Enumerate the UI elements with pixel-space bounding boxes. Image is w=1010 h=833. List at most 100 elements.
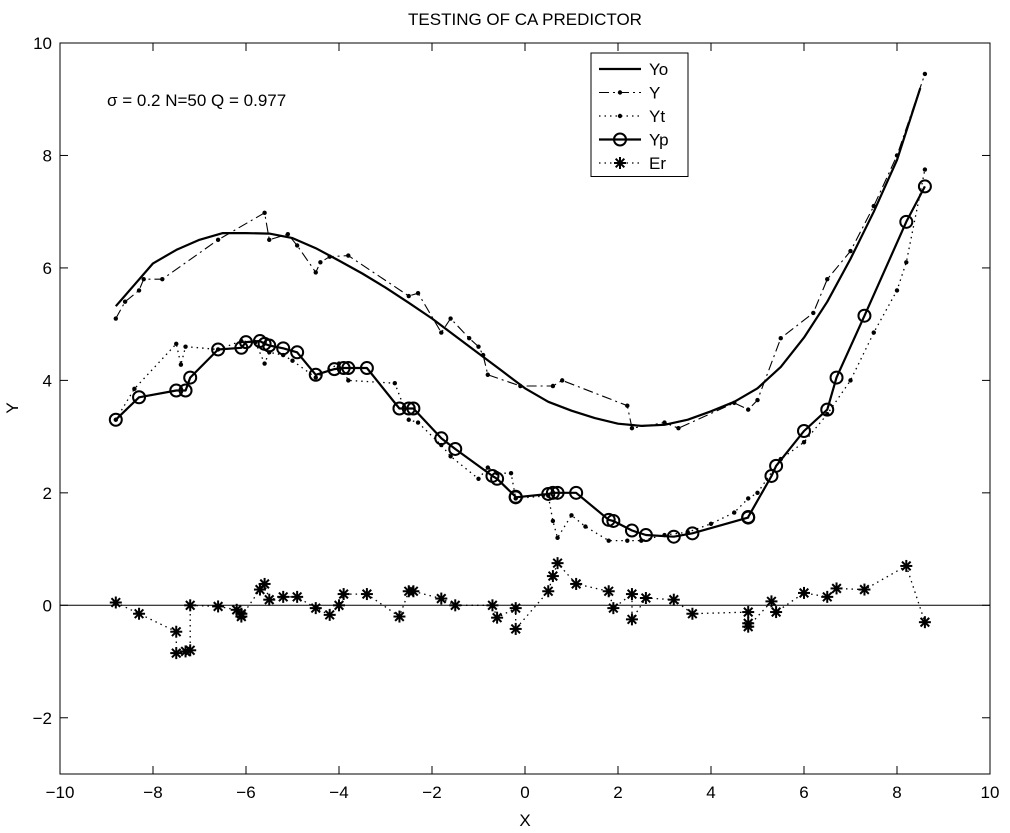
point-y <box>755 397 760 403</box>
point-yp <box>239 335 253 350</box>
point-yt <box>583 524 588 529</box>
point-er <box>900 559 913 572</box>
point-yp <box>917 179 932 194</box>
point-y <box>122 299 128 304</box>
point-er <box>212 600 225 613</box>
point-y <box>415 291 421 296</box>
point-er <box>858 583 871 596</box>
point-y <box>746 407 751 412</box>
point-y <box>406 293 411 299</box>
point-yp <box>797 423 811 438</box>
y-tick-label: 0 <box>43 596 52 615</box>
point-yt <box>625 538 630 543</box>
point-yp <box>359 361 374 376</box>
point-yp <box>666 529 681 544</box>
point-er <box>258 577 271 590</box>
point-yt <box>550 518 556 524</box>
point-y <box>518 383 523 389</box>
y-tick-label: 10 <box>33 34 52 53</box>
point-y <box>448 316 453 321</box>
point-yt <box>406 417 411 422</box>
point-yt <box>290 358 295 363</box>
x-axis-label: X <box>519 811 530 830</box>
point-y <box>811 310 816 316</box>
point-yt <box>708 521 714 526</box>
y-tick-label: 2 <box>43 484 52 503</box>
point-er <box>625 588 638 601</box>
point-y <box>629 425 635 431</box>
x-tick-label: 4 <box>706 783 715 802</box>
point-yt <box>755 490 760 496</box>
point-er <box>486 599 499 612</box>
point-er <box>235 610 248 623</box>
point-y <box>676 425 681 431</box>
point-yp <box>820 402 835 417</box>
point-er <box>625 613 638 626</box>
point-yt <box>508 470 514 476</box>
point-er <box>798 586 810 599</box>
point-y <box>476 344 481 349</box>
y-tick-label: 4 <box>43 371 52 390</box>
point-y <box>467 336 472 341</box>
point-y <box>550 383 556 389</box>
legend: Yo Y Yt Yp Er <box>590 52 689 177</box>
point-er <box>491 611 504 624</box>
point-er <box>830 582 843 595</box>
chart-title: TESTING OF CA PREDICTOR <box>408 10 642 29</box>
legend-marker-y <box>617 90 623 95</box>
point-yt <box>848 378 853 383</box>
point-yp <box>638 528 653 543</box>
point-er <box>291 590 304 603</box>
point-er <box>333 599 345 612</box>
point-yp <box>178 383 193 398</box>
y-tick-label: 8 <box>43 146 52 165</box>
point-yt <box>183 344 188 349</box>
point-yp <box>434 431 449 446</box>
point-er <box>277 590 290 603</box>
point-yp <box>448 441 463 456</box>
point-y <box>480 352 486 358</box>
point-er <box>602 585 615 598</box>
point-er <box>570 577 583 590</box>
point-er <box>109 596 122 609</box>
point-yp <box>108 412 123 427</box>
point-yp <box>132 390 147 405</box>
point-y <box>346 253 351 258</box>
x-tick-label: −2 <box>422 783 441 802</box>
point-y <box>262 210 267 216</box>
legend-label-yp: Yp <box>649 131 669 150</box>
point-er <box>435 592 448 605</box>
point-y <box>625 403 630 408</box>
point-yp <box>308 367 323 382</box>
point-er <box>360 588 373 601</box>
axis-ticks: −10 −8 −6 −4 −2 0 2 4 6 8 10 −2 0 2 4 6 8 10 <box>33 34 1000 802</box>
point-y <box>922 71 928 77</box>
point-er <box>742 606 755 619</box>
legend-label-er: Er <box>649 154 666 173</box>
point-yt <box>569 513 574 518</box>
x-tick-label: 6 <box>799 783 808 802</box>
point-yp <box>545 485 560 500</box>
point-yp <box>741 510 756 525</box>
point-er <box>170 625 183 638</box>
point-yp <box>508 490 523 505</box>
point-yt <box>732 510 737 515</box>
x-tick-label: 0 <box>520 783 529 802</box>
point-er <box>263 593 276 606</box>
point-er <box>337 588 350 601</box>
point-yp <box>401 401 416 416</box>
legend-marker-er <box>614 157 626 169</box>
point-yp <box>569 485 584 500</box>
point-y <box>662 420 667 425</box>
y-axis-label: Y <box>3 402 22 413</box>
point-er <box>639 591 652 604</box>
legend-label-yo: Yo <box>649 60 668 79</box>
point-yp <box>829 370 844 385</box>
stats-annotation: σ = 0.2 N=50 Q = 0.977 <box>107 91 286 110</box>
x-tick-label: −8 <box>143 783 162 802</box>
point-yt <box>922 167 928 172</box>
point-y <box>294 243 300 248</box>
x-tick-label: −10 <box>46 783 75 802</box>
point-y <box>327 254 332 259</box>
